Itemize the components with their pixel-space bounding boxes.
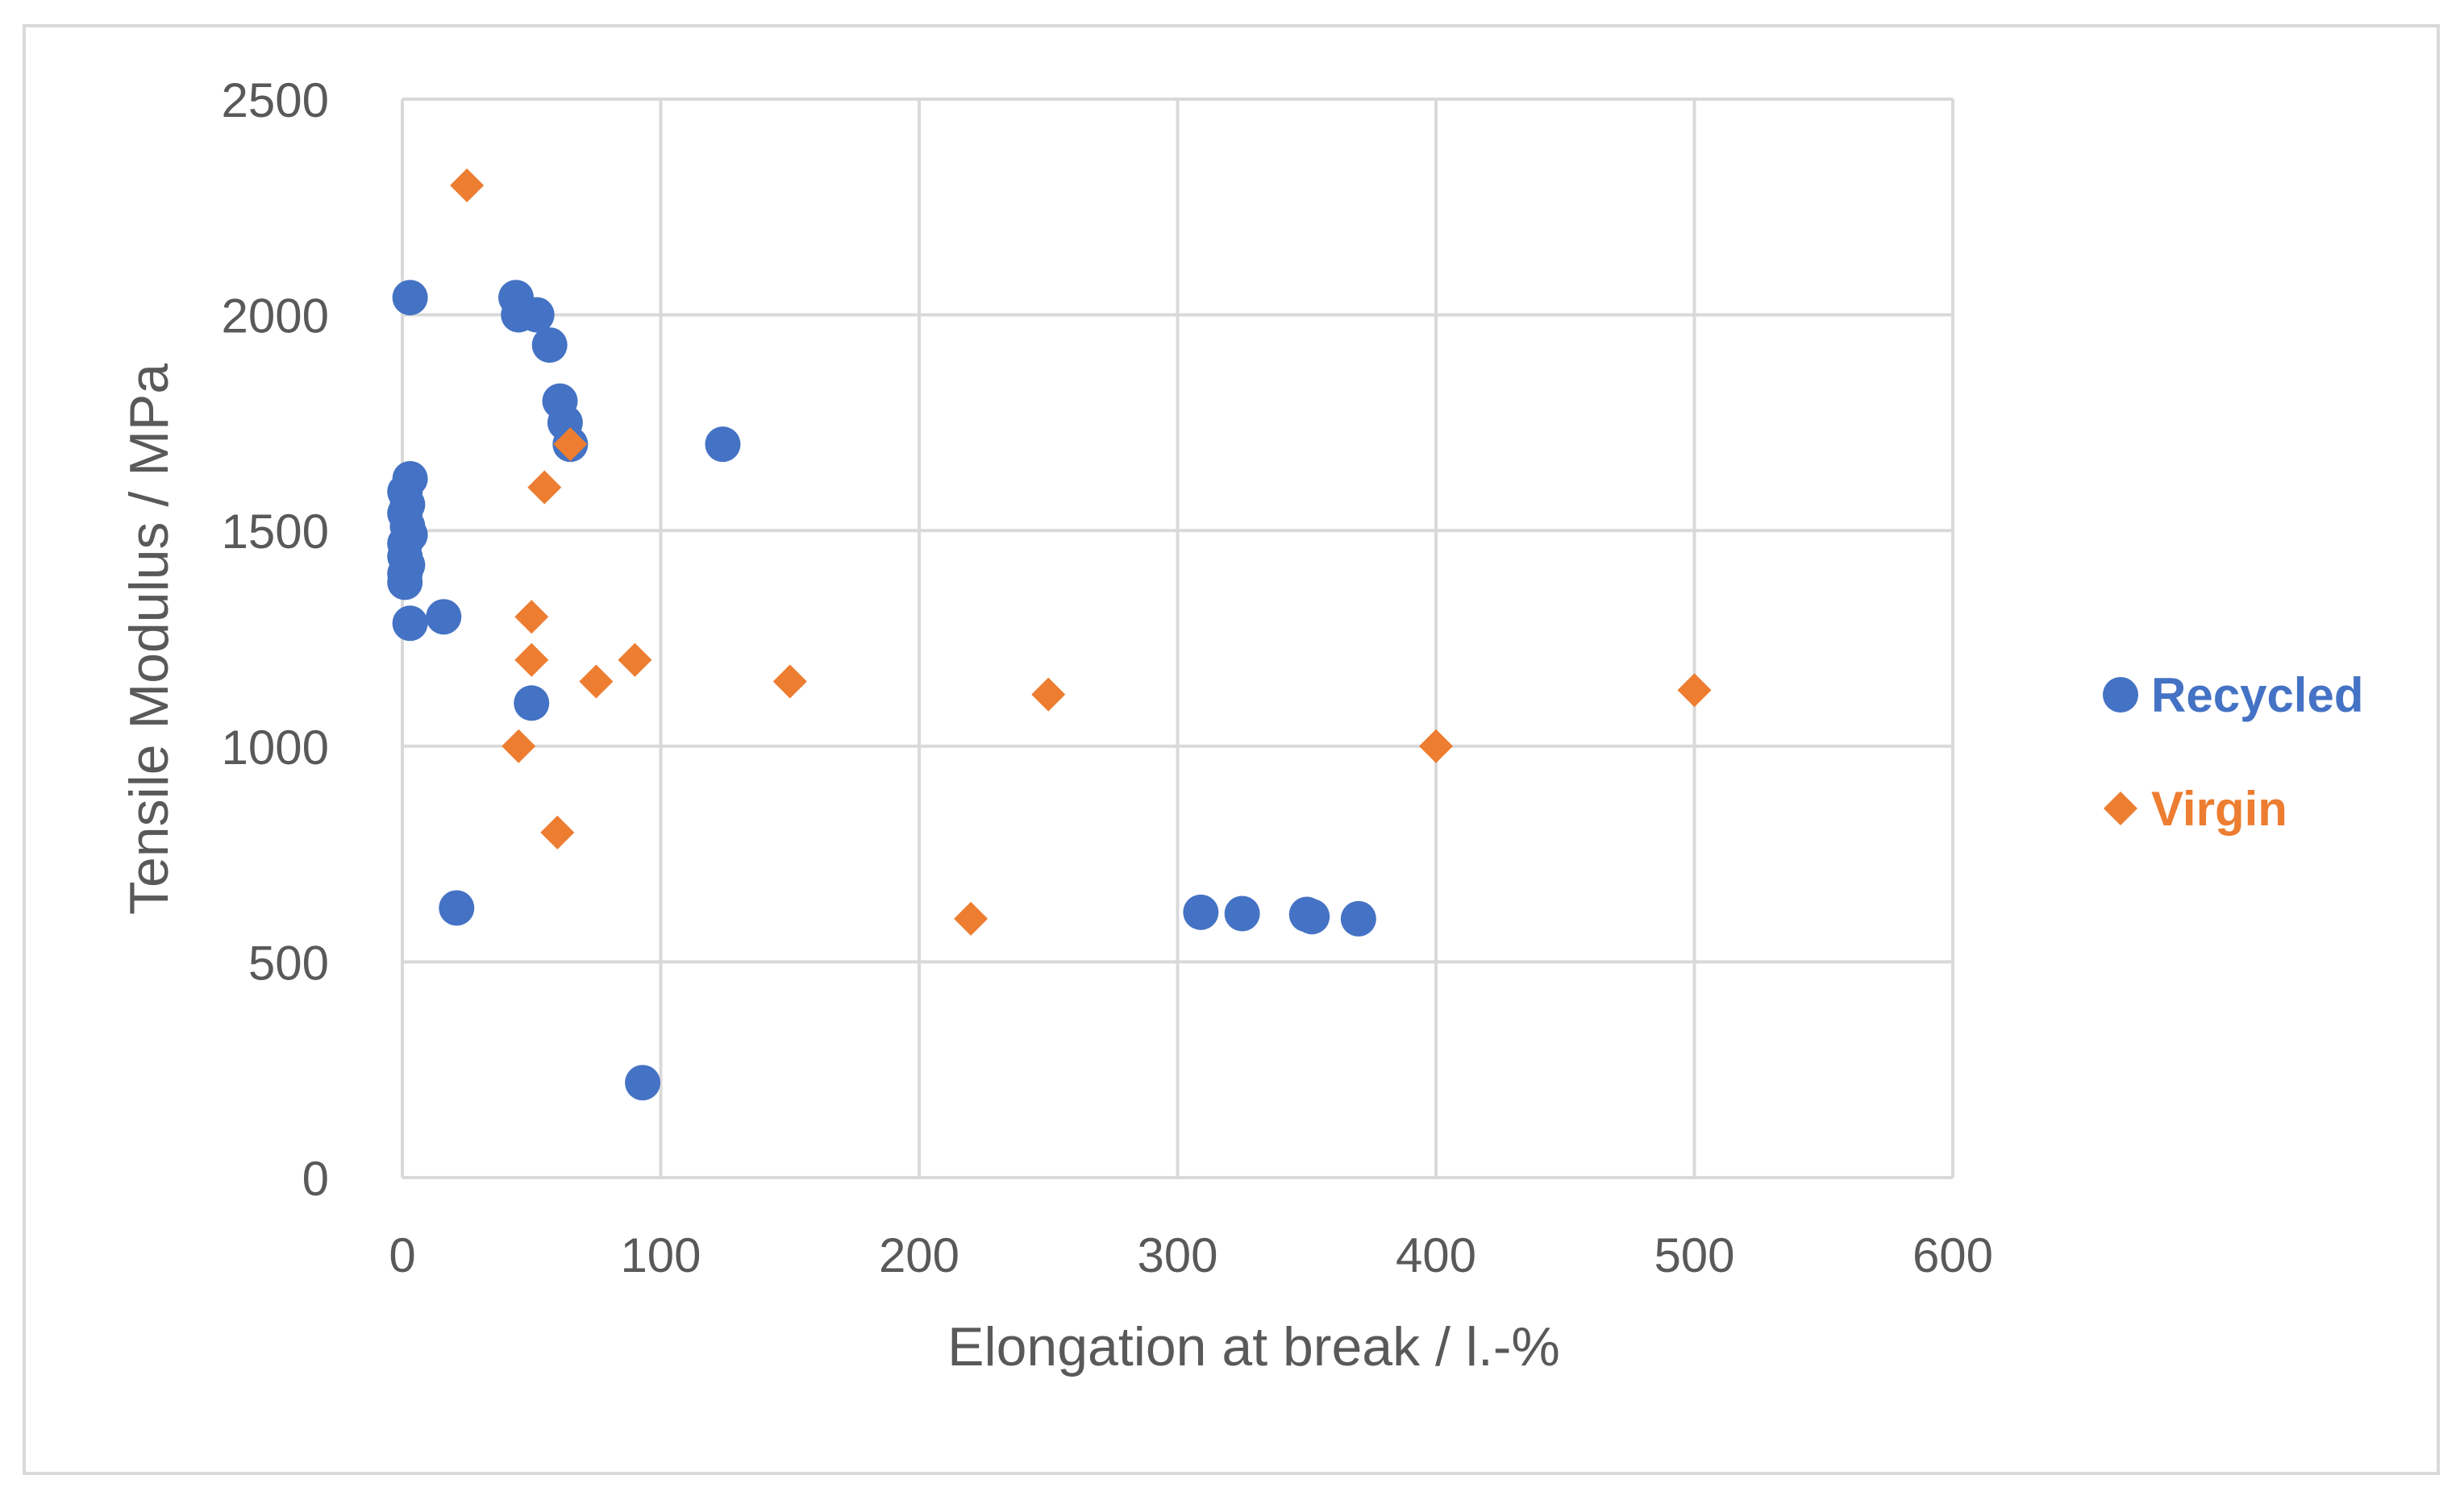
recycled-data-point bbox=[1183, 894, 1219, 930]
gridlines bbox=[401, 98, 1954, 1179]
virgin-data-point bbox=[1419, 729, 1453, 763]
recycled-data-point bbox=[531, 327, 568, 364]
virgin-data-point bbox=[527, 470, 562, 505]
recycled-data-point bbox=[387, 564, 423, 600]
recycled-data-point bbox=[514, 685, 550, 721]
virgin-legend-label: Virgin bbox=[2151, 782, 2287, 836]
data-points bbox=[387, 168, 1712, 1101]
virgin-data-point bbox=[502, 729, 536, 763]
y-tick-label: 2000 bbox=[222, 289, 329, 343]
recycled-data-point bbox=[518, 297, 555, 333]
recycled-data-point bbox=[1224, 895, 1260, 932]
virgin-data-point bbox=[514, 642, 549, 677]
virgin-data-point bbox=[450, 168, 485, 203]
x-tick-label: 100 bbox=[620, 1228, 701, 1282]
recycled-data-point bbox=[625, 1065, 661, 1101]
recycled-data-point bbox=[439, 890, 475, 926]
x-axis-ticks: 0 100 200 300 400 500 600 bbox=[389, 1228, 1993, 1282]
recycled-data-point bbox=[1294, 899, 1330, 935]
y-tick-label: 1500 bbox=[222, 505, 329, 559]
recycled-legend-marker bbox=[2103, 677, 2138, 713]
chart-frame bbox=[23, 24, 2440, 1475]
x-axis-title: Elongation at break / l.-% bbox=[947, 1316, 1560, 1377]
y-axis-ticks: 0 500 1000 1500 2000 2500 bbox=[222, 73, 329, 1206]
x-tick-label: 0 bbox=[389, 1228, 415, 1282]
recycled-legend-label: Recycled bbox=[2151, 668, 2364, 722]
y-tick-label: 2500 bbox=[222, 73, 329, 127]
virgin-data-point bbox=[1677, 673, 1712, 708]
virgin-data-point bbox=[772, 664, 807, 699]
y-axis-title: Tensile Modulus / MPa bbox=[119, 364, 180, 915]
virgin-data-point bbox=[540, 815, 575, 850]
x-tick-label: 300 bbox=[1137, 1228, 1217, 1282]
x-tick-label: 400 bbox=[1396, 1228, 1476, 1282]
virgin-data-point bbox=[618, 642, 652, 677]
x-tick-label: 200 bbox=[879, 1228, 959, 1282]
recycled-data-point bbox=[392, 280, 428, 316]
virgin-legend-marker bbox=[2104, 792, 2137, 825]
recycled-data-point bbox=[392, 605, 428, 642]
virgin-data-point bbox=[579, 664, 614, 699]
recycled-data-point bbox=[426, 599, 462, 635]
y-tick-label: 500 bbox=[248, 936, 329, 990]
y-tick-label: 1000 bbox=[222, 721, 329, 775]
x-tick-label: 600 bbox=[1913, 1228, 1993, 1282]
x-tick-label: 500 bbox=[1654, 1228, 1734, 1282]
virgin-data-point bbox=[1031, 677, 1066, 712]
virgin-data-point bbox=[954, 901, 989, 936]
virgin-data-point bbox=[553, 427, 588, 462]
recycled-data-point bbox=[1340, 900, 1376, 937]
recycled-data-point bbox=[705, 426, 741, 463]
legend: Recycled Virgin bbox=[2103, 668, 2364, 836]
virgin-data-point bbox=[514, 600, 549, 634]
y-tick-label: 0 bbox=[302, 1152, 329, 1206]
